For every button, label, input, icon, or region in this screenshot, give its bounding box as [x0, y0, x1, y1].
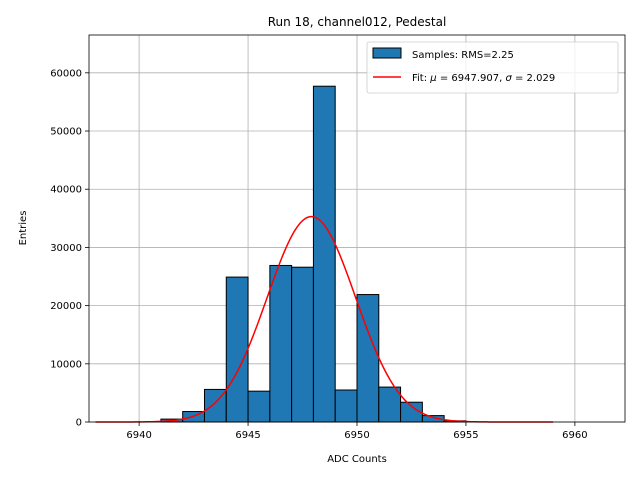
y-tick-label: 40000 [50, 185, 82, 196]
legend-samples-label: Samples: RMS=2.25 [412, 50, 514, 61]
legend-samples-swatch [372, 47, 402, 59]
histogram-bar [291, 266, 314, 423]
x-tick-label: 6950 [344, 430, 369, 441]
x-tick-label: 6960 [562, 430, 587, 441]
x-axis-title: ADC Counts [327, 454, 387, 465]
histogram-bar [378, 386, 402, 423]
histogram-bar [247, 390, 271, 423]
y-axis-title: Entries [18, 211, 29, 246]
histogram-bar [334, 389, 358, 423]
y-tick-label: 30000 [50, 243, 82, 254]
histogram-bar [356, 294, 380, 423]
x-tick-label: 6940 [126, 430, 151, 441]
y-tick-label: 50000 [50, 127, 82, 138]
x-tick-label: 6945 [235, 430, 260, 441]
legend-fit-label: Fit: μ = 6947.907, σ = 2.029 [412, 73, 555, 84]
y-axis-ticks: 0 10000 20000 30000 40000 50000 60000 [50, 68, 89, 429]
histogram-bar [312, 85, 336, 423]
chart-title: Run 18, channel012, Pedestal [268, 15, 447, 29]
y-tick-label: 10000 [50, 359, 82, 370]
grid-lines [89, 35, 625, 423]
histogram-bar [269, 264, 293, 423]
y-tick-label: 20000 [50, 301, 82, 312]
histogram-bar [225, 276, 249, 423]
legend-box [366, 41, 619, 94]
histogram-bars [160, 85, 467, 423]
y-tick-label: 0 [76, 418, 82, 429]
y-tick-label: 60000 [50, 68, 82, 79]
x-tick-label: 6955 [453, 430, 478, 441]
x-axis-ticks: 6940 6945 6950 6955 6960 [126, 422, 588, 441]
legend: Samples: RMS=2.25 Fit: μ = 6947.907, σ =… [366, 41, 619, 94]
